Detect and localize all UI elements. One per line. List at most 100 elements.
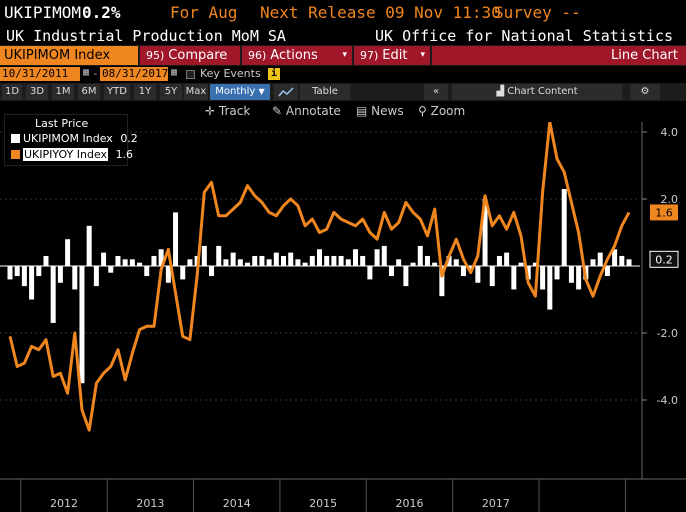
mom-bar [367,266,373,280]
range-6m-button[interactable]: 6M [78,84,100,100]
edit-button[interactable]: 97) Edit ▾ [354,46,430,65]
mom-bar [345,259,351,267]
range-5y-button[interactable]: 5Y [160,84,182,100]
mom-bar [424,255,430,267]
annotate-button[interactable]: ✎ Annotate [272,103,341,120]
legend: Last Price UKIPIMOM Index 0.2 UKIPIYOY I… [4,114,138,166]
mom-bar [173,212,179,267]
legend-item-yoy[interactable]: UKIPIYOY Index 1.6 [11,148,133,161]
range-1y-button[interactable]: 1Y [134,84,156,100]
mom-bar [410,262,416,267]
mom-bar [137,262,143,267]
mom-bar [352,249,358,267]
mom-bar [496,255,502,267]
end-date-field[interactable]: 08/31/2017 [100,67,168,81]
mom-bar [388,266,394,277]
gear-icon[interactable]: ⚙ [630,84,660,100]
mom-bar [122,259,128,267]
mom-bar [317,249,322,267]
zoom-label: Zoom [430,104,466,118]
function-toolbar: UKIPIMOM Index 95) Compare 96) Actions ▾ 9… [0,45,686,66]
mom-bar [381,245,387,267]
range-ytd-button[interactable]: YTD [104,84,130,100]
start-date-field[interactable]: 10/31/2011 [0,67,80,81]
mom-bar [604,266,610,277]
track-button[interactable]: ✛ Track [205,103,250,120]
mom-bar [626,259,632,267]
mom-bar [86,225,92,267]
range-max-button[interactable]: Max [184,84,208,100]
mom-bar [554,266,560,280]
ticker: UKIPIMOM [4,3,82,22]
legend-item-mom[interactable]: UKIPIMOM Index 0.2 [11,132,138,145]
calendar-icon[interactable]: ▦ [83,67,90,78]
range-1m-button[interactable]: 1M [52,84,74,100]
key-events-label: Key Events [200,67,261,80]
key-events-checkbox[interactable] [186,70,195,79]
actions-dropdown-icon: ▾ [342,50,347,60]
compare-button[interactable]: 95) Compare [140,46,240,65]
collapse-left-icon[interactable]: « [424,84,448,100]
mom-bar [57,266,63,283]
mom-bar [79,266,85,384]
mom-bar [50,266,56,323]
legend-title: Last Price [35,117,89,130]
last-value: 0.2% [82,3,121,22]
news-icon: ▤ [356,104,372,118]
frequency-dropdown[interactable]: Monthly ▼ [210,84,270,100]
table-button[interactable]: Table [300,84,350,100]
mom-bar [403,266,409,287]
mom-bar [201,245,207,267]
news-label: News [371,104,404,118]
chart-type-button[interactable]: Line Chart [432,46,686,65]
actions-button[interactable]: 96) Actions ▾ [242,46,352,65]
index-field[interactable]: UKIPIMOM Index [0,46,138,65]
chart-content-button[interactable]: ▟ Chart Content [452,84,622,100]
mom-bar [216,245,222,267]
next-release: Next Release 09 Nov 11:30 [260,3,501,22]
mom-bar [187,259,193,267]
mom-bar [453,259,459,267]
survey: Survey -- [494,3,581,22]
y-tick-label: 2.0 [661,193,679,206]
mom-bar [511,266,517,290]
chart-type-label: Line Chart [611,48,678,63]
series-description-bar: UK Industrial Production MoM SA UK Offic… [0,26,686,46]
mom-bar [597,252,603,267]
mom-bar [475,266,481,283]
mom-bar [504,252,510,267]
mom-bar [129,259,135,267]
zoom-button[interactable]: ⚲ Zoom [418,103,465,120]
mom-bar [568,266,574,283]
mom-bar [396,259,402,267]
mom-bar [525,266,531,280]
mom-bar [417,245,423,267]
mom-bar [432,262,438,267]
mom-bar [288,252,294,267]
mom-bar [72,266,78,290]
calendar-icon[interactable]: ▦ [171,67,178,78]
chart-style-icon[interactable] [274,84,298,100]
chart-content-icon: ▟ [496,86,508,97]
annotate-label: Annotate [285,104,341,118]
y-tick-label: -2.0 [657,327,678,340]
news-button[interactable]: ▤ News [356,103,404,120]
mom-bar [547,266,553,310]
x-tick-label: 2014 [223,497,251,510]
legend-name-yoy: UKIPIYOY Index [23,148,109,161]
mom-bar [518,262,524,267]
mom-bar [540,266,546,290]
compare-number: 95) [146,49,165,62]
range-3d-button[interactable]: 3D [26,84,48,100]
index-label: UKIPIMOM Index [4,48,111,63]
chart-content-label: Chart Content [507,86,578,97]
compare-label: Compare [168,48,228,63]
actions-label: Actions [270,48,318,63]
chart-area[interactable]: 2012 2013 2014 2015 2016 2017 4.0 2.0 -2.0 -4.0 1.… [0,122,686,512]
magnifier-icon: ⚲ [418,104,431,118]
range-1d-button[interactable]: 1D [2,84,22,100]
mom-bar [324,255,330,267]
mom-bar [460,266,466,277]
info-icon[interactable]: i [268,68,280,80]
last-line-value-box [650,204,678,221]
